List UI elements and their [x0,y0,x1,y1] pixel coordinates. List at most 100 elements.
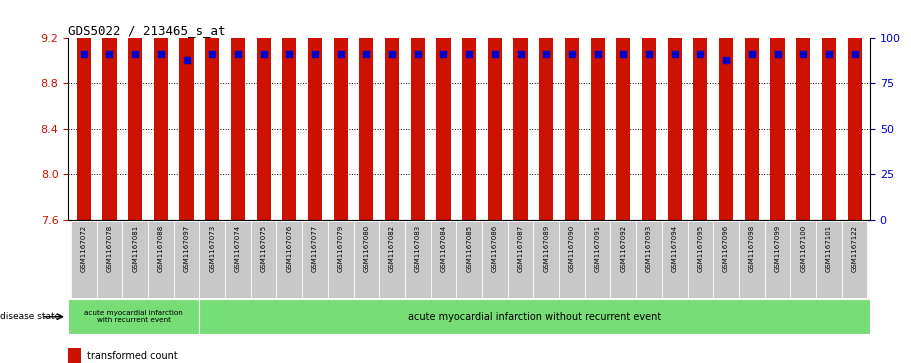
Point [796,52,811,57]
Bar [539,0,553,220]
Text: acute myocardial infarction without recurrent event: acute myocardial infarction without recu… [408,312,661,322]
Text: GSM1167077: GSM1167077 [312,225,318,273]
Bar [148,221,174,298]
Bar [642,0,656,220]
Bar [559,221,585,298]
Point [384,52,399,57]
Bar [71,221,97,298]
Bar [128,0,142,220]
Bar [404,221,431,298]
Bar [616,0,630,220]
Bar [585,221,610,298]
Point [822,52,836,57]
Bar [745,0,759,220]
Bar [796,0,810,220]
Bar [411,0,425,220]
Text: GSM1167085: GSM1167085 [466,225,472,272]
Text: GSM1167083: GSM1167083 [415,225,421,273]
Point [102,52,117,57]
Bar [482,221,507,298]
Text: GSM1167094: GSM1167094 [671,225,678,272]
Bar [431,221,456,298]
Point [719,57,733,63]
Bar [662,221,688,298]
Bar [462,0,476,220]
Text: GSM1167075: GSM1167075 [261,225,267,272]
Text: GSM1167087: GSM1167087 [517,225,524,273]
Text: GDS5022 / 213465_s_at: GDS5022 / 213465_s_at [68,24,226,37]
Bar [122,221,148,298]
Bar [179,0,194,220]
Point [565,52,579,57]
Bar [154,0,168,220]
Text: GSM1167093: GSM1167093 [646,225,652,273]
Point [333,52,348,57]
Bar [791,221,816,298]
Text: GSM1167098: GSM1167098 [749,225,755,273]
Text: disease state: disease state [0,312,60,321]
Text: acute myocardial infarction
with recurrent event: acute myocardial infarction with recurre… [85,310,183,323]
Point [230,52,245,57]
Bar [816,221,842,298]
Text: GSM1167078: GSM1167078 [107,225,112,273]
Bar [534,221,559,298]
Text: GSM1167091: GSM1167091 [595,225,600,273]
Bar [739,221,764,298]
Bar [688,221,713,298]
Point [128,52,142,57]
Text: GSM1167072: GSM1167072 [81,225,87,272]
Point [487,52,502,57]
Point [359,52,374,57]
Point [641,52,656,57]
Bar [385,0,399,220]
Text: GSM1167082: GSM1167082 [389,225,395,272]
Bar [713,221,739,298]
Bar [487,0,502,220]
Bar [507,221,534,298]
Point [205,52,220,57]
Text: GSM1167101: GSM1167101 [826,225,832,273]
Text: GSM1167080: GSM1167080 [363,225,369,273]
Point [513,52,527,57]
Bar [610,221,636,298]
Bar [68,348,81,363]
Bar [333,0,348,220]
Bar [174,221,200,298]
Point [770,52,784,57]
Bar [842,221,867,298]
Bar [97,221,122,298]
Bar [456,221,482,298]
Bar [764,221,791,298]
Text: GSM1167092: GSM1167092 [620,225,627,272]
Text: GSM1167096: GSM1167096 [723,225,729,273]
Text: GSM1167088: GSM1167088 [158,225,164,273]
Point [616,52,630,57]
Bar [353,221,379,298]
Point [436,52,451,57]
Bar [77,0,91,220]
Text: GSM1167086: GSM1167086 [492,225,497,273]
Point [179,57,194,63]
Point [154,52,169,57]
Text: GSM1167084: GSM1167084 [441,225,446,272]
Bar [200,299,870,334]
Text: GSM1167095: GSM1167095 [698,225,703,272]
Bar [359,0,374,220]
Bar [328,221,353,298]
Bar [225,221,251,298]
Bar [719,0,733,220]
Text: GSM1167073: GSM1167073 [210,225,215,273]
Point [744,52,759,57]
Bar [668,0,681,220]
Text: transformed count: transformed count [87,351,179,361]
Text: GSM1167090: GSM1167090 [569,225,575,273]
Bar [251,221,276,298]
Bar [514,0,527,220]
Bar [590,0,605,220]
Point [462,52,476,57]
Text: GSM1167081: GSM1167081 [132,225,138,273]
Bar [693,0,708,220]
Point [847,52,862,57]
Bar [102,0,117,220]
Bar [68,299,200,334]
